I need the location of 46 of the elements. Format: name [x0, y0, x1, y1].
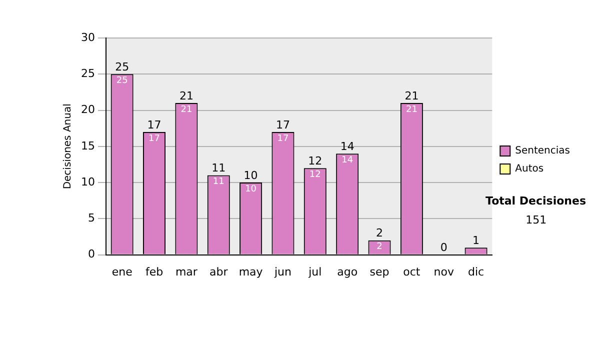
- total-label: 10: [244, 168, 258, 182]
- x-tick-label: dic: [468, 265, 484, 278]
- y-tick-label: 25: [80, 66, 95, 80]
- x-tick-label: ene: [112, 265, 133, 278]
- total-label: 2: [376, 226, 384, 240]
- total-label: 14: [340, 140, 354, 153]
- y-tick-label: 20: [80, 103, 95, 116]
- x-tick-label: abr: [209, 265, 228, 278]
- x-tick-label: may: [238, 265, 264, 278]
- total-label: 17: [276, 118, 290, 132]
- legend-label: Sentencias: [515, 146, 570, 157]
- annotation: Total Decisiones: [486, 194, 586, 208]
- total-label: 21: [179, 89, 194, 102]
- x-tick-label: oct: [403, 265, 421, 278]
- x-tick-label: sep: [370, 265, 390, 278]
- y-tick-label: 10: [80, 175, 95, 188]
- data-label: 17: [277, 134, 289, 144]
- total-label: 1: [472, 234, 480, 247]
- total-label: 12: [308, 154, 322, 168]
- y-tick-label: 0: [88, 248, 95, 261]
- total-label: 0: [440, 241, 448, 254]
- total-label: 25: [115, 60, 130, 74]
- x-tick-label: feb: [145, 265, 164, 278]
- legend-label: Autos: [515, 164, 544, 175]
- data-label: 11: [212, 177, 224, 188]
- data-label: 21: [406, 104, 418, 115]
- x-tick-label: mar: [175, 265, 198, 278]
- y-axis-title: Decisiones Anual: [62, 104, 74, 190]
- text: 151: [526, 213, 547, 226]
- x-tick-label: jul: [308, 265, 322, 278]
- data-label: 12: [309, 170, 321, 180]
- data-label: 21: [180, 104, 192, 115]
- data-label: 17: [148, 134, 160, 144]
- data-label: 10: [245, 184, 257, 194]
- x-tick-label: nov: [434, 265, 454, 278]
- y-tick-label: 30: [80, 30, 95, 44]
- total-label: 11: [212, 162, 226, 175]
- data-label: 14: [342, 155, 354, 166]
- y-tick-label: 15: [80, 139, 95, 152]
- total-label: 21: [404, 89, 419, 102]
- data-label: 2: [376, 242, 382, 252]
- data-label: 25: [116, 76, 128, 86]
- y-tick-label: 5: [88, 212, 95, 225]
- x-tick-label: ago: [337, 265, 358, 278]
- x-tick-label: jun: [273, 265, 292, 278]
- total-label: 17: [147, 118, 162, 132]
